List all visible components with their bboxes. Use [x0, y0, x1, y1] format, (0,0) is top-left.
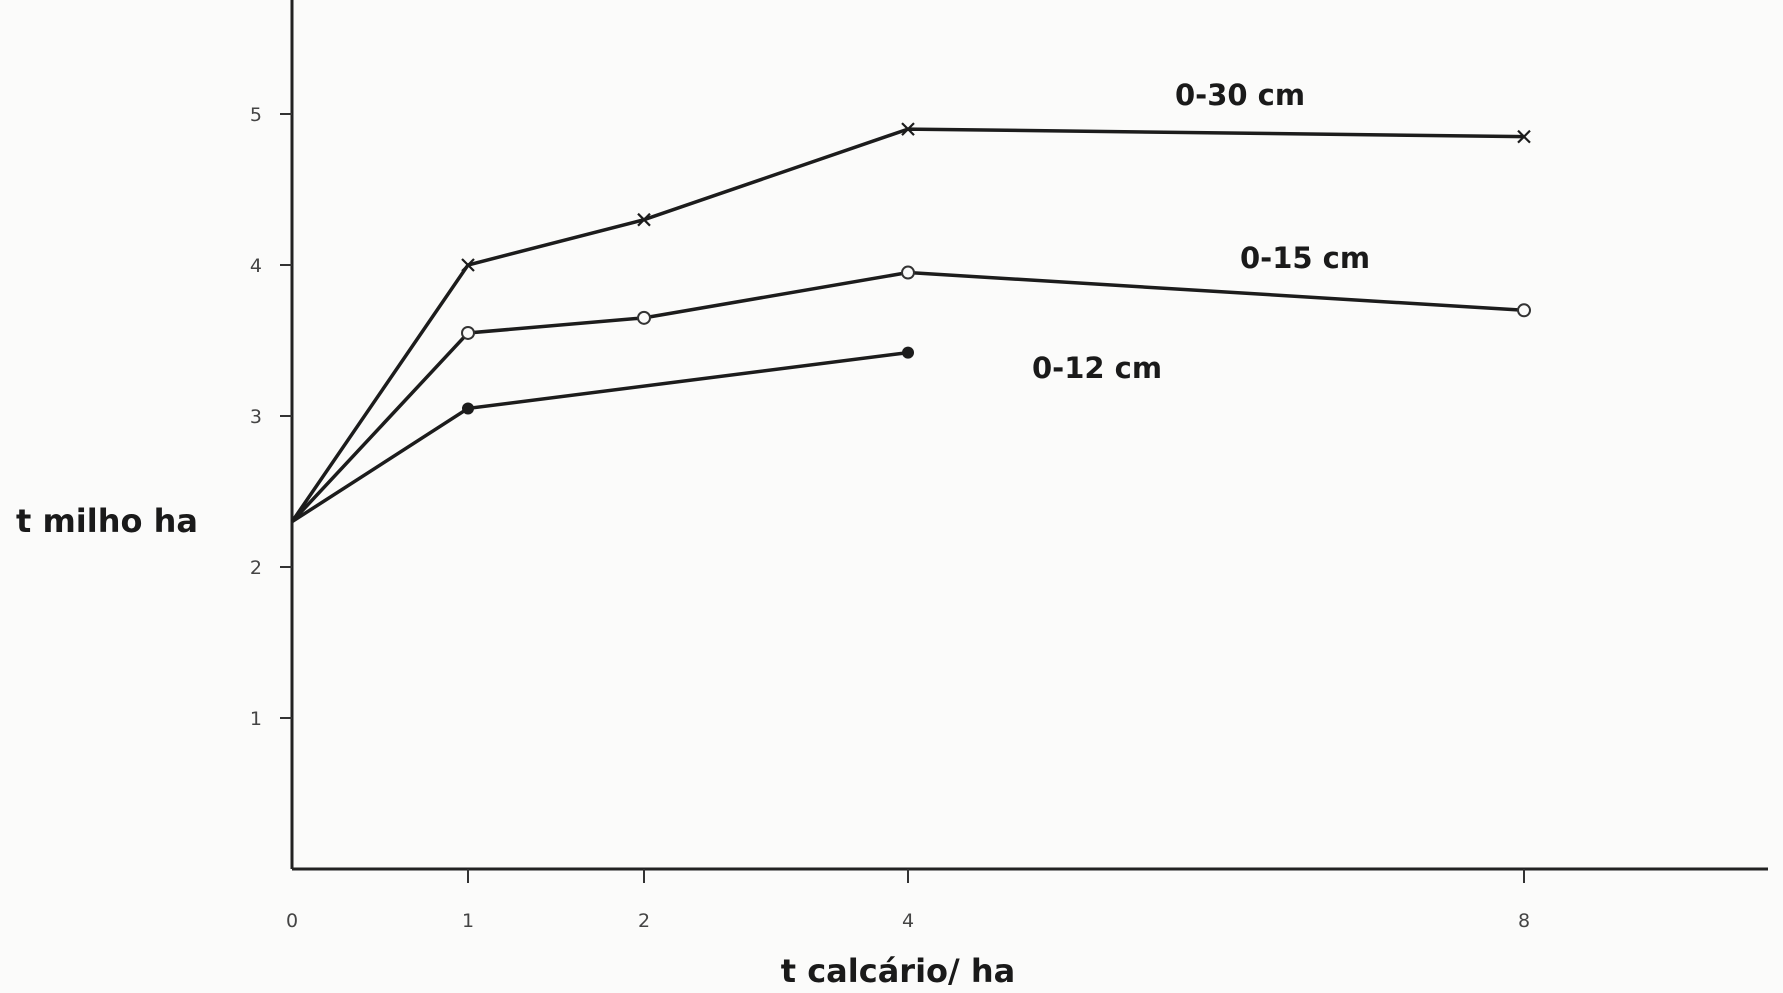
x-marker-stroke [1517, 129, 1531, 144]
dot-marker [902, 346, 914, 359]
series-line [291, 350, 909, 524]
series-label: 0-12 cm [1032, 351, 1162, 385]
circle-marker [901, 265, 915, 280]
x-axis-label: t calcário/ ha [781, 952, 1015, 990]
series-markers [461, 122, 1531, 415]
x-marker [461, 258, 475, 272]
y-tick-label: 1 [250, 708, 262, 730]
y-tick-label: 3 [250, 406, 262, 428]
x-tick-label: 1 [462, 910, 474, 932]
axes [290, 0, 1768, 871]
circle-marker [1517, 303, 1531, 318]
y-tick-label: 4 [250, 255, 262, 277]
series-line [290, 127, 1525, 523]
series-label: 0-15 cm [1240, 241, 1370, 275]
series-line [290, 270, 1525, 523]
circle-marker [637, 310, 651, 325]
x-tick-label: 2 [638, 910, 650, 932]
x-marker [1517, 129, 1531, 144]
x-marker-stroke [637, 212, 651, 227]
circle-marker [461, 325, 475, 340]
series-label: 0-30 cm [1175, 78, 1305, 112]
x-marker-stroke [461, 258, 475, 272]
y-tick-label: 5 [250, 104, 262, 126]
x-marker [901, 122, 915, 136]
series-lines [290, 127, 1525, 524]
y-tick-label: 2 [250, 557, 262, 579]
x-tick-label: 8 [1518, 910, 1530, 932]
x-tick-label: 4 [902, 910, 914, 932]
x-tick-label: 0 [286, 910, 298, 932]
x-marker-stroke [901, 122, 915, 136]
dot-marker [462, 402, 474, 415]
x-marker [637, 212, 651, 227]
series-labels: 0-30 cm 0-15 cm 0-12 cm [1032, 78, 1370, 385]
y-axis-label: t milho ha [16, 502, 198, 540]
